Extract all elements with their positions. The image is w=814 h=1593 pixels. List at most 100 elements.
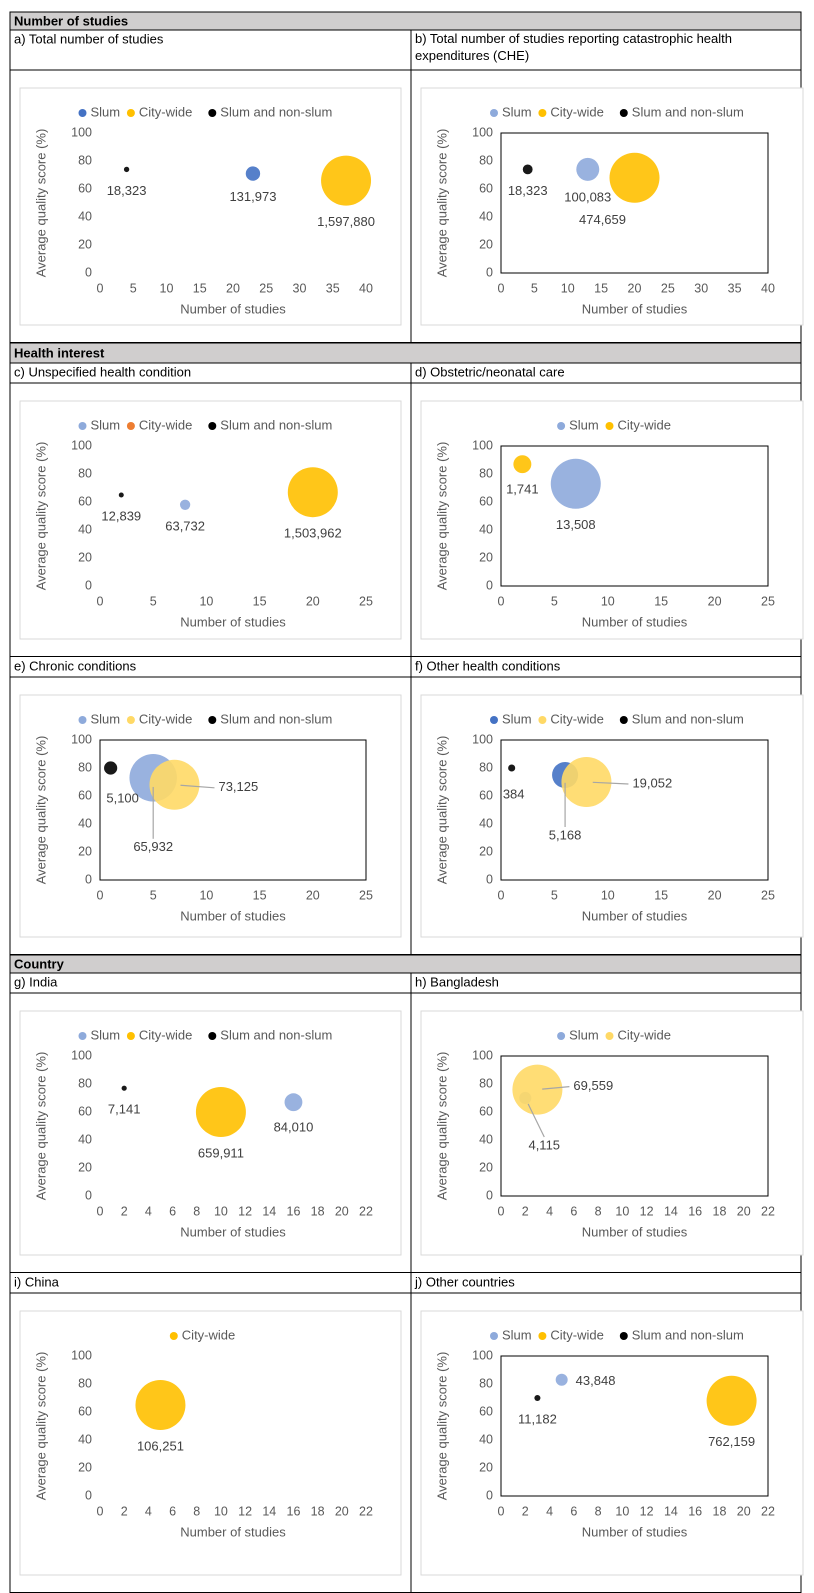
y-tick-label: 80 [479, 760, 493, 774]
legend-marker [490, 109, 498, 117]
x-tick-label: 8 [595, 1204, 602, 1218]
x-axis-label: Number of studies [180, 1524, 286, 1539]
y-tick-label: 80 [78, 760, 92, 774]
x-tick-label: 5 [551, 594, 558, 608]
chart-area [420, 400, 804, 640]
y-tick-label: 40 [479, 522, 493, 536]
data-label: 84,010 [274, 1120, 314, 1135]
y-tick-label: 40 [78, 209, 92, 223]
legend-label: Slum and non-slum [220, 1027, 332, 1042]
plot-area [500, 132, 769, 274]
x-tick-label: 4 [546, 1504, 553, 1518]
section-header-bg [9, 954, 802, 974]
x-tick-label: 16 [287, 1204, 301, 1218]
x-tick-label: 14 [262, 1504, 276, 1518]
plot-area [500, 739, 769, 881]
y-tick-label: 20 [479, 844, 493, 858]
data-label: 11,182 [518, 1411, 557, 1426]
x-tick-label: 15 [253, 888, 267, 902]
leader-line [592, 781, 629, 785]
x-tick-label: 0 [498, 281, 505, 295]
x-tick-label: 5 [551, 888, 558, 902]
chart-area [420, 87, 804, 326]
x-tick-label: 15 [193, 281, 207, 295]
data-label: 18,323 [508, 183, 548, 198]
chart-area [420, 1010, 804, 1256]
y-tick-label: 80 [78, 153, 92, 167]
x-tick-label: 20 [708, 594, 722, 608]
x-tick-label: 18 [713, 1504, 727, 1518]
legend-label: Slum [91, 1027, 121, 1042]
y-tick-label: 60 [479, 788, 493, 802]
x-axis-label: Number of studies [180, 301, 286, 316]
x-tick-label: 25 [359, 594, 373, 608]
section-header: Country [14, 956, 65, 971]
legend-marker [208, 716, 217, 724]
y-tick-label: 100 [71, 1048, 92, 1062]
legend-marker [78, 422, 87, 430]
y-tick-label: 100 [472, 1048, 493, 1062]
x-tick-label: 0 [97, 281, 104, 295]
y-tick-label: 0 [85, 872, 92, 886]
y-tick-label: 20 [78, 237, 92, 251]
x-tick-label: 8 [595, 1504, 602, 1518]
legend-label: City-wide [139, 711, 192, 726]
x-tick-label: 25 [359, 888, 373, 902]
bubble [287, 467, 338, 518]
x-tick-label: 6 [570, 1504, 577, 1518]
section-header-bg [9, 342, 802, 364]
bubble [104, 761, 118, 775]
data-label: 106,251 [137, 1438, 184, 1453]
legend-marker [557, 422, 566, 430]
x-tick-label: 2 [522, 1204, 529, 1218]
y-axis-label: Average quality score (%) [434, 442, 449, 591]
y-tick-label: 20 [78, 1460, 92, 1474]
x-tick-label: 10 [601, 888, 615, 902]
x-tick-label: 5 [150, 888, 157, 902]
x-tick-label: 22 [359, 1204, 373, 1218]
y-tick-label: 40 [479, 1132, 493, 1146]
x-axis-label: Number of studies [582, 301, 688, 316]
y-tick-label: 80 [78, 1376, 92, 1390]
x-tick-label: 20 [628, 281, 642, 295]
x-tick-label: 20 [737, 1204, 751, 1218]
y-tick-label: 20 [479, 237, 493, 251]
data-label: 7,141 [108, 1102, 141, 1117]
bubble [123, 166, 130, 173]
y-tick-label: 0 [486, 265, 493, 279]
legend-label: Slum and non-slum [220, 104, 332, 119]
x-tick-label: 5 [150, 594, 157, 608]
y-axis-label: Average quality score (%) [33, 1352, 48, 1501]
legend-label: Slum [569, 417, 599, 432]
x-tick-label: 20 [306, 594, 320, 608]
y-tick-label: 80 [78, 1076, 92, 1090]
x-tick-label: 6 [169, 1204, 176, 1218]
y-tick-label: 80 [479, 153, 493, 167]
legend-label: Slum and non-slum [632, 104, 744, 119]
legend-label: City-wide [550, 1327, 603, 1342]
legend-marker [78, 1032, 87, 1040]
x-tick-label: 25 [259, 281, 273, 295]
bubble [513, 455, 532, 474]
x-tick-label: 40 [761, 281, 775, 295]
y-axis-label: Average quality score (%) [434, 736, 449, 885]
bubble [508, 764, 516, 772]
x-tick-label: 18 [311, 1504, 325, 1518]
bubble [284, 1093, 303, 1112]
y-tick-label: 0 [85, 1488, 92, 1502]
y-tick-label: 20 [78, 1160, 92, 1174]
x-tick-label: 12 [238, 1204, 252, 1218]
panel-title: c) Unspecified health condition [14, 364, 191, 379]
y-tick-label: 60 [78, 1104, 92, 1118]
legend-marker [490, 716, 498, 724]
legend-marker [126, 109, 135, 117]
bubble [555, 1373, 568, 1386]
y-tick-label: 0 [85, 1188, 92, 1202]
chart-area [19, 1310, 402, 1576]
bubble [522, 164, 533, 175]
data-label: 73,125 [218, 779, 258, 794]
x-tick-label: 10 [601, 594, 615, 608]
data-label: 474,659 [579, 212, 626, 227]
legend-marker [557, 1032, 566, 1040]
y-tick-label: 80 [479, 1376, 493, 1390]
